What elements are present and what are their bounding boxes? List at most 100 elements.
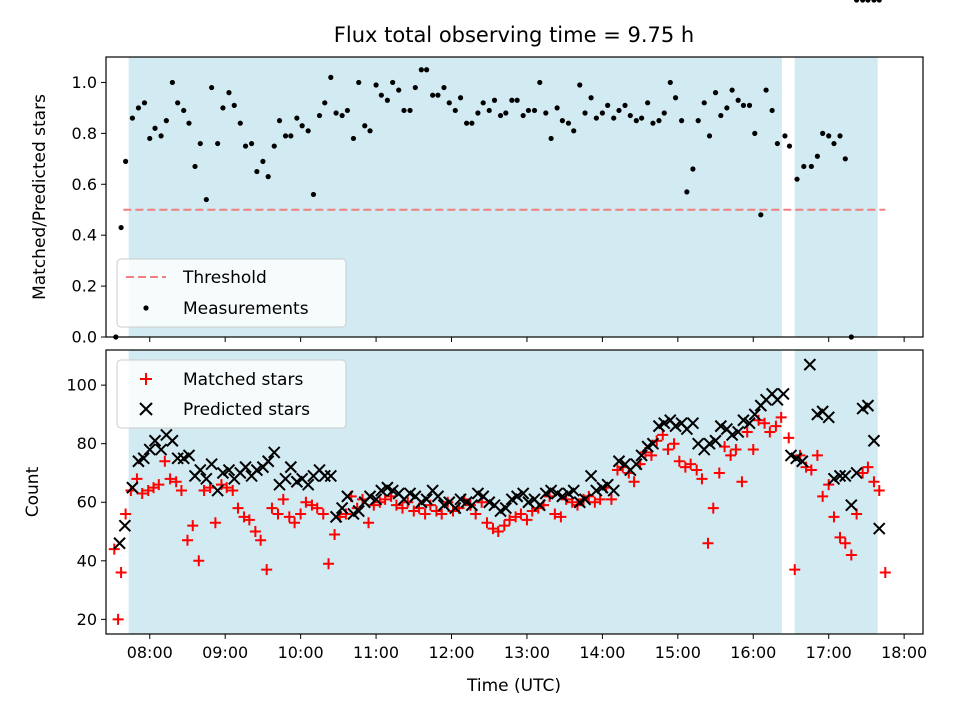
predicted-star-point — [544, 484, 558, 497]
predicted-star-point — [205, 457, 218, 471]
measurement-point — [740, 102, 747, 108]
measurement-point — [129, 115, 136, 121]
measurement-point — [826, 133, 832, 139]
measurement-point — [197, 140, 203, 147]
measurement-point — [520, 112, 526, 119]
measurement-point — [656, 118, 662, 124]
measurement-point — [378, 92, 384, 98]
measurement-point — [794, 176, 800, 182]
predicted-star-point — [301, 478, 315, 491]
predicted-star-point — [686, 416, 700, 430]
matched-star-point — [764, 426, 776, 438]
measurement-point — [231, 102, 237, 108]
predicted-star-point — [211, 484, 224, 497]
matched-star-point — [873, 485, 885, 497]
measurement-point — [695, 118, 701, 124]
matched-star-point — [424, 499, 436, 511]
measurement-point — [611, 115, 617, 121]
predicted-star-point — [516, 487, 530, 500]
measurement-point — [718, 112, 724, 119]
measurement-point — [746, 102, 753, 108]
predicted-star-point — [669, 419, 682, 433]
predicted-star-point — [431, 490, 445, 503]
measurement-point — [175, 100, 181, 106]
predicted-star-point — [250, 463, 264, 477]
measurement-point — [186, 120, 192, 126]
predicted-star-point — [748, 408, 761, 421]
measurement-point — [203, 196, 209, 203]
measurement-point — [712, 90, 719, 96]
measurement-point — [237, 120, 243, 126]
predicted-star-point — [216, 466, 230, 480]
measurement-point — [424, 67, 430, 73]
matched-star-point — [170, 476, 182, 488]
predicted-star-point — [845, 498, 858, 512]
measurement-point — [774, 140, 781, 147]
predicted-star-point — [200, 472, 213, 486]
measurement-point — [288, 133, 294, 139]
measurement-point — [820, 130, 826, 136]
measurement-point — [158, 133, 164, 139]
predicted-star-point — [194, 463, 207, 477]
matched-star-point — [549, 508, 561, 520]
legend-predicted-swatch — [139, 402, 153, 416]
predicted-star-point — [386, 484, 399, 497]
matched-star-point — [198, 485, 210, 497]
predicted-star-point — [850, 466, 863, 480]
measurement-point — [543, 110, 549, 116]
matched-star-point — [419, 508, 431, 520]
measurement-point — [407, 107, 413, 114]
measurement-point — [842, 156, 848, 162]
measurement-point — [706, 133, 713, 139]
measurement-point — [412, 84, 418, 91]
measurement-point — [299, 123, 305, 129]
matched-star-point — [153, 479, 165, 491]
matched-star-point — [805, 464, 817, 476]
measurement-point — [865, 0, 871, 3]
matched-star-point — [317, 508, 329, 520]
matched-star-point — [845, 549, 857, 561]
measurement-point — [769, 107, 775, 114]
matched-star-point — [255, 534, 267, 546]
measurement-point — [633, 118, 639, 124]
predicted-star-point — [239, 460, 252, 474]
predicted-star-point — [522, 496, 535, 509]
predicted-star-point — [567, 484, 580, 497]
measurement-point — [503, 110, 509, 116]
measurement-point — [192, 163, 198, 170]
predicted-star-point — [725, 428, 739, 442]
x-tick-label: 11:00 — [353, 643, 399, 662]
measurement-point — [684, 189, 690, 195]
count-observing-window-2 — [794, 350, 878, 634]
measurement-point — [123, 158, 129, 164]
measurement-point — [758, 212, 764, 218]
predicted-star-point — [796, 455, 809, 468]
measurement-point — [509, 97, 515, 103]
matched-star-point — [311, 502, 323, 514]
matched-star-point — [175, 485, 187, 497]
count-y-tick-label: 100 — [66, 376, 97, 395]
matched-star-point — [725, 449, 737, 461]
predicted-star-point — [329, 510, 343, 524]
matched-star-point — [707, 502, 719, 514]
predicted-star-point — [709, 434, 722, 447]
measurement-point — [639, 115, 645, 121]
measurement-point — [350, 135, 357, 142]
measurement-point — [163, 118, 169, 124]
matched-star-point — [775, 411, 787, 423]
matched-star-point — [300, 496, 312, 508]
measurement-point — [724, 105, 730, 111]
measurement-point — [118, 224, 124, 231]
x-tick-label: 08:00 — [127, 643, 173, 662]
matched-star-point — [227, 485, 239, 497]
matched-star-point — [555, 511, 567, 523]
matched-star-point — [515, 508, 527, 520]
measurement-point — [588, 95, 594, 101]
matched-star-point — [834, 531, 846, 543]
matched-star-point — [504, 514, 516, 526]
matched-star-point — [839, 537, 851, 549]
measurement-point — [373, 82, 379, 88]
predicted-star-point — [533, 498, 546, 512]
x-tick-label: 10:00 — [278, 643, 324, 662]
ratio-y-tick-label: 0.0 — [72, 328, 97, 347]
